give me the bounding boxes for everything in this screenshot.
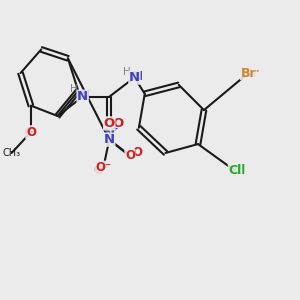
Text: N: N <box>77 90 88 103</box>
Text: O: O <box>112 117 124 130</box>
Text: O⁻: O⁻ <box>95 161 112 174</box>
Text: O: O <box>24 126 34 139</box>
Text: +: + <box>111 124 119 133</box>
Text: N: N <box>104 127 115 140</box>
Text: N: N <box>132 70 143 83</box>
Text: O: O <box>125 149 135 162</box>
Text: O: O <box>132 146 142 160</box>
Text: H: H <box>70 84 78 94</box>
Text: N: N <box>129 71 140 84</box>
Text: Cl: Cl <box>233 164 246 177</box>
Text: Cl: Cl <box>228 164 242 177</box>
Text: O: O <box>26 126 36 139</box>
Text: O⁻: O⁻ <box>94 164 110 177</box>
Text: N: N <box>79 89 90 102</box>
Text: N: N <box>104 133 115 146</box>
Text: Br: Br <box>241 67 256 80</box>
Text: H: H <box>123 67 131 76</box>
Text: Br: Br <box>244 67 259 80</box>
Text: CH₃: CH₃ <box>3 148 21 158</box>
Text: O: O <box>103 117 115 130</box>
